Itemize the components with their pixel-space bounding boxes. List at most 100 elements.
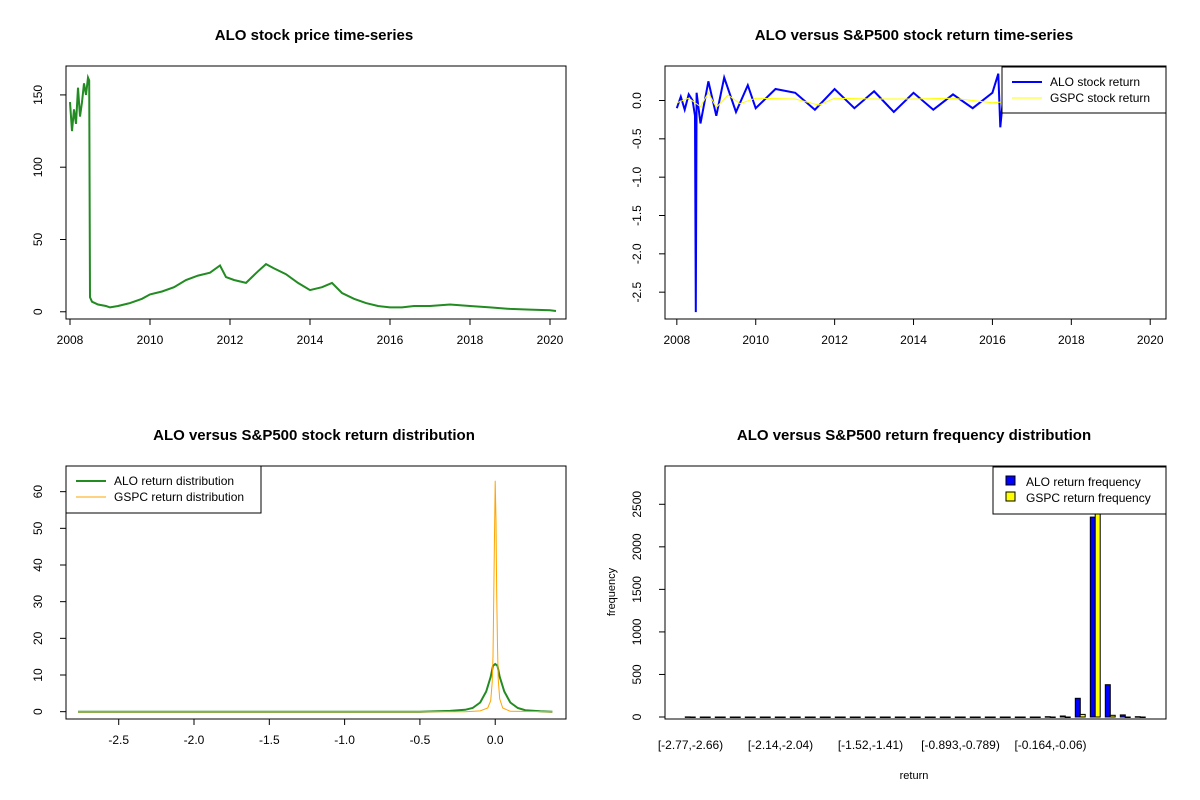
bar-alo [684, 716, 691, 718]
bar-gspc [974, 716, 981, 718]
y-tick-label: 0 [31, 308, 45, 315]
bar-gspc [1079, 713, 1086, 718]
bar-marks [684, 465, 1146, 718]
bar-alo [1029, 716, 1036, 718]
bar-gspc [1004, 716, 1011, 718]
legend-label: GSPC return distribution [114, 490, 244, 504]
bar-alo [1104, 684, 1111, 718]
chart-title: ALO versus S&P500 stock return distribut… [153, 427, 475, 444]
x-axis: 2008 2010 2012 2014 2016 2018 2020 [57, 319, 564, 347]
bar-gspc [914, 716, 921, 718]
legend-swatch [1005, 491, 1016, 502]
bar-alo [984, 716, 991, 718]
y-axis: 0.0 -0.5 -1.0 -1.5 -2.0 -2.5 [630, 92, 665, 303]
x-tick-label: 0.0 [487, 733, 504, 747]
x-axis: -2.5 -2.0 -1.5 -1.0 -0.5 0.0 [108, 719, 504, 747]
bar-alo [774, 716, 781, 718]
bar-gspc [1019, 716, 1026, 718]
series-line-gspc-return-distribution [78, 480, 553, 713]
bar-gspc [689, 716, 696, 718]
x-tick-label: 2020 [537, 333, 564, 347]
y-tick-label: -1.5 [630, 205, 644, 226]
y-tick-label: 150 [31, 85, 45, 105]
x-tick-label: -2.5 [108, 733, 129, 747]
bar-alo [999, 716, 1006, 718]
bar-gspc [989, 716, 996, 718]
x-tick-label: 2012 [821, 333, 848, 347]
chart-title: ALO versus S&P500 return frequency distr… [737, 427, 1091, 444]
bar-alo [864, 716, 871, 718]
bar-alo [969, 716, 976, 718]
bar-alo [879, 716, 886, 718]
y-tick-label: -2.0 [630, 243, 644, 264]
bar-alo [789, 716, 796, 718]
x-axis-label: return [900, 770, 929, 782]
y-tick-label: 500 [630, 664, 644, 684]
bar-alo [714, 716, 721, 718]
y-tick-label: -0.5 [630, 128, 644, 149]
plot-frame [664, 65, 1167, 320]
bar-alo [1044, 716, 1051, 718]
x-tick-label: 2016 [979, 333, 1006, 347]
bar-gspc [959, 716, 966, 718]
bar-gspc [794, 716, 801, 718]
x-tick-label: 2014 [297, 333, 324, 347]
bar-gspc [884, 716, 891, 718]
chart-title: ALO stock price time-series [215, 27, 413, 44]
bar-gspc [1064, 716, 1071, 718]
legend: ALO return frequency GSPC return frequen… [992, 466, 1167, 515]
y-tick-label: 0 [31, 708, 45, 715]
legend-label: ALO return frequency [1026, 475, 1141, 489]
bar-alo [744, 716, 751, 718]
x-tick-label: 2016 [377, 333, 404, 347]
x-tick-label: -1.5 [259, 733, 280, 747]
legend-box [1001, 66, 1167, 114]
bar-gspc [1124, 716, 1131, 718]
bar-alo [1089, 516, 1096, 718]
y-tick-label: 10 [31, 668, 45, 682]
y-axis: 0 10 20 30 40 50 60 [31, 485, 66, 715]
chart-title: ALO versus S&P500 stock return time-seri… [755, 27, 1073, 44]
legend-label: GSPC stock return [1050, 91, 1150, 105]
x-tick-label: -1.0 [334, 733, 355, 747]
bar-alo [834, 716, 841, 718]
bar-alo [699, 716, 706, 718]
legend-label: GSPC return frequency [1026, 491, 1151, 505]
y-axis: 0 500 1000 1500 2000 2500 [630, 491, 665, 720]
legend-box [65, 465, 262, 514]
x-tick-label: 2008 [57, 333, 84, 347]
bar-alo [1134, 716, 1141, 718]
x-tick-label: 2008 [663, 333, 690, 347]
y-tick-label: -1.0 [630, 167, 644, 188]
legend-swatch [1005, 475, 1016, 486]
legend: ALO stock return GSPC stock return [1001, 66, 1167, 114]
return-timeseries-panel: ALO versus S&P500 stock return time-seri… [630, 27, 1167, 347]
series-marks [78, 480, 553, 713]
bar-alo [954, 716, 961, 718]
series-marks [69, 73, 557, 312]
bar-gspc [1049, 716, 1056, 718]
y-axis: 0 50 100 150 [31, 85, 66, 315]
legend-label: ALO return distribution [114, 474, 234, 488]
series-line-alo-return-distribution [78, 662, 553, 713]
bar-alo [849, 716, 856, 718]
legend: ALO return distribution GSPC return dist… [65, 465, 262, 514]
x-tick-label: -0.5 [410, 733, 431, 747]
legend-label: ALO stock return [1050, 75, 1140, 89]
x-tick-label: [-0.893,-0.789) [921, 738, 1000, 752]
y-tick-label: 2000 [630, 533, 644, 560]
bar-alo [819, 716, 826, 718]
y-tick-label: 30 [31, 595, 45, 609]
bar-gspc [854, 716, 861, 718]
bar-gspc [764, 716, 771, 718]
return-distribution-panel: ALO versus S&P500 stock return distribut… [31, 427, 567, 747]
bar-gspc [749, 716, 756, 718]
y-tick-label: 1500 [630, 576, 644, 603]
series-line-alo-price [69, 73, 557, 312]
x-axis: 2008 2010 2012 2014 2016 2018 2020 [663, 319, 1164, 347]
y-tick-label: 2500 [630, 491, 644, 518]
bar-gspc [1034, 716, 1041, 718]
plot-frame [664, 465, 1167, 720]
y-tick-label: 60 [31, 485, 45, 499]
